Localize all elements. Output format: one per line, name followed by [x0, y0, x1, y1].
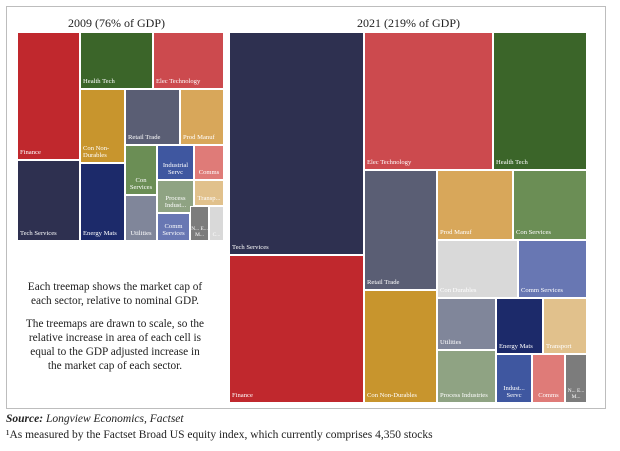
treemap-cell-label: Prod Manuf	[183, 134, 215, 142]
treemap-cell-label: Comms	[538, 392, 559, 400]
treemap-2009-title: 2009 (76% of GDP)	[68, 16, 165, 30]
treemap-cell-transport: Transport	[543, 298, 587, 354]
note-paragraph-2: The treemaps are drawn to scale, so the …	[25, 318, 205, 372]
treemap-cell-label: Finance	[232, 392, 253, 400]
treemap-cell-label: Indust... Servc	[503, 384, 525, 400]
treemap-cell-label: Elec Technology	[367, 159, 412, 167]
treemap-cell-n-e-m: N... E... M...	[190, 206, 209, 241]
treemap-cell-n-e-m: N... E... M...	[565, 354, 587, 403]
source-line: Source: Longview Economics, Factset	[6, 413, 184, 425]
treemap-cell-energy-mats: Energy Mats	[496, 298, 543, 354]
treemap-cell-label: N... E... M...	[567, 387, 585, 400]
treemap-cell-label: Finance	[20, 149, 41, 157]
treemap-cell-label: Tech Services	[232, 244, 269, 252]
treemap-cell-label: Process Indust...	[164, 194, 187, 210]
treemap-cell-label: Health Tech	[496, 159, 528, 167]
treemap-cell-label: Con Non-Durables	[367, 392, 417, 400]
treemap-cell-transp: Transp...	[194, 180, 224, 206]
explanatory-note: Each treemap shows the market cap of eac…	[22, 280, 208, 382]
treemap-cell-comms: Comms	[532, 354, 565, 403]
treemap-cell-comm-services: Comm Services	[157, 213, 190, 241]
treemap-cell-label: Con Non-Durables	[83, 144, 110, 160]
treemap-cell-label: Comm Services	[162, 222, 185, 238]
treemap-cell-utilities: Utilities	[125, 195, 157, 241]
note-paragraph-1: Each treemap shows the market cap of eac…	[27, 281, 203, 307]
treemap-cell-con-durables: Con Durables	[437, 240, 518, 298]
treemap-cell-finance: Finance	[17, 32, 80, 160]
treemap-cell-label: C...	[212, 231, 221, 238]
treemap-cell-label: Energy Mats	[83, 230, 117, 238]
treemap-cell-comm-services: Comm Services	[518, 240, 587, 298]
treemap-cell-health-tech: Health Tech	[493, 32, 587, 170]
treemap-cell-con-services: Con Services	[125, 145, 157, 195]
treemap-cell-label: Transp...	[197, 195, 221, 203]
treemap-cell-label: Industrial Servc	[162, 161, 189, 177]
treemap-cell-c: C...	[209, 206, 224, 241]
treemap-cell-prod-manuf: Prod Manuf	[180, 89, 224, 145]
treemap-cell-label: Energy Mats	[499, 343, 533, 351]
treemap-cell-label: Transport	[546, 343, 572, 351]
treemap-cell-label: Con Services	[129, 176, 153, 192]
treemap-cell-label: Comms	[198, 169, 220, 177]
source-text: Longview Economics, Factset	[45, 413, 184, 425]
footnote: ¹As measured by the Factset Broad US equ…	[6, 429, 433, 441]
treemap-cell-energy-mats: Energy Mats	[80, 163, 125, 241]
treemap-cell-finance: Finance	[229, 255, 364, 403]
treemap-cell-process-indust: Process Indust...	[157, 180, 194, 213]
treemap-2021-title: 2021 (219% of GDP)	[357, 16, 460, 30]
treemap-cell-utilities: Utilities	[437, 298, 496, 350]
treemap-cell-label: Prod Manuf	[440, 229, 472, 237]
treemap-cell-label: Utilities	[130, 230, 152, 238]
treemap-cell-label: Utilities	[440, 339, 462, 347]
treemap-cell-tech-services: Tech Services	[229, 32, 364, 255]
treemap-cell-indust-servc: Indust... Servc	[496, 354, 532, 403]
treemap-cell-prod-manuf: Prod Manuf	[437, 170, 513, 240]
treemap-cell-label: Process Industries	[440, 392, 488, 400]
treemap-cell-comms: Comms	[194, 145, 224, 180]
treemap-cell-industrial-servc: Industrial Servc	[157, 145, 194, 180]
treemap-cell-process-industries: Process Industries	[437, 350, 496, 403]
treemap-cell-label: Con Services	[516, 229, 551, 237]
treemap-cell-tech-services: Tech Services	[17, 160, 80, 241]
treemap-cell-label: Con Durables	[440, 287, 477, 295]
treemap-cell-label: Retail Trade	[128, 134, 161, 142]
treemap-cell-label: Tech Services	[20, 230, 57, 238]
treemap-cell-retail-trade: Retail Trade	[125, 89, 180, 145]
treemap-cell-health-tech: Health Tech	[80, 32, 153, 89]
treemap-cell-retail-trade: Retail Trade	[364, 170, 437, 290]
treemap-cell-elec-technology: Elec Technology	[364, 32, 493, 170]
treemap-cell-label: Retail Trade	[367, 279, 400, 287]
treemap-cell-label: Comm Services	[521, 287, 563, 295]
treemap-cell-label: Elec Technology	[156, 78, 201, 86]
treemap-cell-label: N... E... M...	[191, 225, 208, 238]
treemap-cell-elec-technology: Elec Technology	[153, 32, 224, 89]
treemap-cell-con-non-durables: Con Non-Durables	[80, 89, 125, 163]
source-label: Source:	[6, 413, 44, 425]
treemap-cell-con-services: Con Services	[513, 170, 587, 240]
treemap-cell-con-non-durables: Con Non-Durables	[364, 290, 437, 403]
treemap-cell-label: Health Tech	[83, 78, 115, 86]
